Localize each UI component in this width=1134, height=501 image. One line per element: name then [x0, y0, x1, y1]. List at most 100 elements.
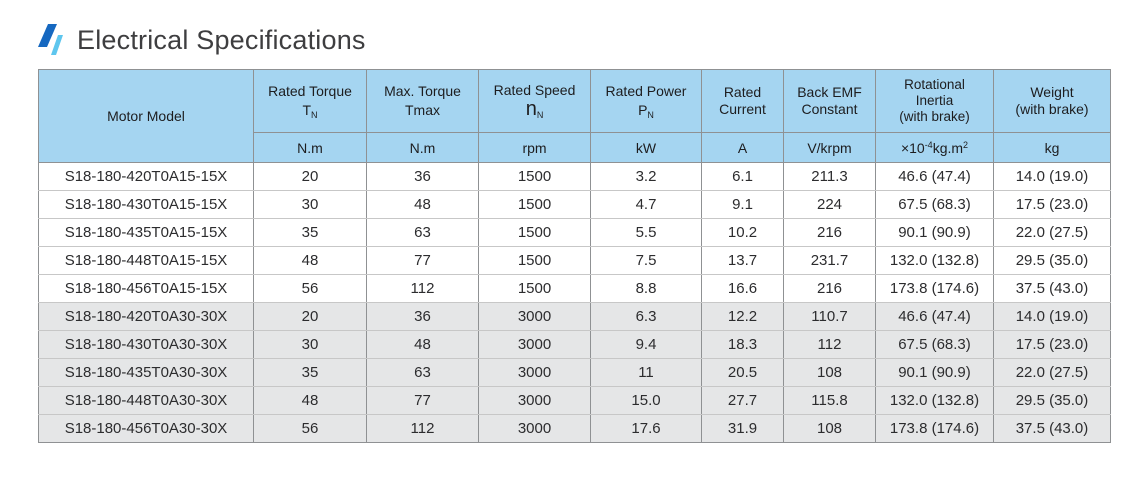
value-cell: 36 [366, 162, 479, 191]
value-cell: 31.9 [701, 414, 784, 443]
unit-tail: kg.m [932, 139, 964, 156]
spec-row: S18-180-456T0A15-15X 56 112 1500 8.8 16.… [38, 274, 1111, 303]
header-label-line: Weight [1030, 84, 1074, 100]
header-label-line: Constant [801, 101, 858, 117]
header-label-line: Rated Speed [493, 82, 576, 98]
rated-power-symbol: PN [594, 101, 698, 120]
motor-model-cell: S18-180-435T0A15-15X [38, 218, 254, 247]
value-cell: 132.0 (132.8) [875, 246, 994, 275]
spec-row: S18-180-448T0A15-15X 48 77 1500 7.5 13.7… [38, 246, 1111, 275]
table-body: S18-180-420T0A15-15X 20 36 1500 3.2 6.1 … [38, 162, 1111, 443]
value-cell: 4.7 [590, 190, 702, 219]
motor-model-cell: S18-180-448T0A30-30X [38, 386, 254, 415]
value-cell: 211.3 [783, 162, 876, 191]
unit-base: ×10 [900, 139, 925, 156]
rated-speed-symbol: nN [482, 99, 587, 120]
spec-row: S18-180-448T0A30-30X 48 77 3000 15.0 27.… [38, 386, 1111, 415]
symbol-subscript: N [311, 109, 318, 120]
value-cell: 77 [366, 246, 479, 275]
value-cell: 27.7 [701, 386, 784, 415]
column-unit-rotational-inertia: ×10-4kg.m2 [875, 132, 994, 163]
column-header-max-torque: Max. Torque Tmax [366, 69, 479, 133]
column-header-rated-torque: Rated Torque TN [253, 69, 367, 133]
value-cell: 112 [366, 414, 479, 443]
value-cell: 63 [366, 218, 479, 247]
value-cell: 6.1 [701, 162, 784, 191]
value-cell: 115.8 [783, 386, 876, 415]
motor-model-cell: S18-180-448T0A15-15X [38, 246, 254, 275]
table-header: Motor Model Rated Torque TN Max. Torque … [38, 69, 1111, 163]
column-unit-rated-current: A [701, 132, 784, 163]
header-label-line: Inertia [915, 93, 954, 108]
value-cell: 12.2 [701, 302, 784, 331]
column-header-motor-model: Motor Model [38, 69, 254, 163]
spec-row: S18-180-420T0A30-30X 20 36 3000 6.3 12.2… [38, 302, 1111, 331]
value-cell: 37.5 (43.0) [993, 274, 1111, 303]
value-cell: 3000 [478, 386, 591, 415]
section-header: Electrical Specifications [38, 22, 1134, 58]
unit-exponent: 2 [963, 139, 969, 150]
value-cell: 8.8 [590, 274, 702, 303]
value-cell: 3000 [478, 302, 591, 331]
motor-model-cell: S18-180-420T0A30-30X [38, 302, 254, 331]
motor-model-cell: S18-180-456T0A30-30X [38, 414, 254, 443]
page-title: Electrical Specifications [77, 24, 366, 55]
symbol-subscript: N [647, 109, 654, 120]
motor-model-cell: S18-180-430T0A30-30X [38, 330, 254, 359]
electrical-specifications-table: Motor Model Rated Torque TN Max. Torque … [38, 69, 1111, 443]
value-cell: 7.5 [590, 246, 702, 275]
value-cell: 17.5 (23.0) [993, 330, 1111, 359]
value-cell: 22.0 (27.5) [993, 358, 1111, 387]
value-cell: 67.5 (68.3) [875, 330, 994, 359]
value-cell: 30 [253, 330, 367, 359]
value-cell: 173.8 (174.6) [875, 414, 994, 443]
header-row-units: N.m N.m rpm kW A V/krpm ×10-4kg.m2 kg [39, 132, 1111, 163]
value-cell: 56 [253, 274, 367, 303]
value-cell: 1500 [478, 218, 591, 247]
value-cell: 3000 [478, 330, 591, 359]
value-cell: 37.5 (43.0) [993, 414, 1111, 443]
column-header-rated-power: Rated Power PN [590, 69, 702, 133]
header-label-line: Rated [723, 84, 762, 100]
value-cell: 112 [783, 330, 876, 359]
value-cell: 29.5 (35.0) [993, 386, 1111, 415]
value-cell: 11 [590, 358, 702, 387]
column-unit-max-torque: N.m [366, 132, 479, 163]
column-header-rated-speed: Rated Speed nN [478, 69, 591, 133]
header-label-line: (with brake) [1015, 101, 1089, 117]
unit-exponent: -4 [924, 139, 933, 150]
value-cell: 90.1 (90.9) [875, 358, 994, 387]
lightning-double-bar-icon [38, 24, 64, 56]
value-cell: 48 [366, 330, 479, 359]
value-cell: 20 [253, 302, 367, 331]
icon-light-bar [51, 35, 63, 55]
header-row-labels: Motor Model Rated Torque TN Max. Torque … [38, 69, 1111, 163]
column-header-weight: Weight (with brake) [993, 69, 1111, 133]
value-cell: 216 [783, 218, 876, 247]
value-cell: 16.6 [701, 274, 784, 303]
column-header-rotational-inertia: Rotational Inertia (with brake) [875, 69, 994, 133]
value-cell: 3000 [478, 414, 591, 443]
header-label-line: Rated Torque [268, 82, 352, 99]
symbol-letter: P [638, 101, 648, 118]
value-cell: 1500 [478, 162, 591, 191]
value-cell: 216 [783, 274, 876, 303]
spec-row: S18-180-435T0A30-30X 35 63 3000 11 20.5 … [38, 358, 1111, 387]
value-cell: 14.0 (19.0) [993, 162, 1111, 191]
value-cell: 35 [253, 218, 367, 247]
header-label-line: (with brake) [899, 109, 970, 124]
value-cell: 13.7 [701, 246, 784, 275]
column-unit-rated-speed: rpm [478, 132, 591, 163]
value-cell: 10.2 [701, 218, 784, 247]
value-cell: 48 [366, 190, 479, 219]
column-header-rated-current: Rated Current [701, 69, 784, 133]
value-cell: 173.8 (174.6) [875, 274, 994, 303]
value-cell: 110.7 [783, 302, 876, 331]
value-cell: 108 [783, 358, 876, 387]
icon-dark-bar [38, 24, 57, 47]
spec-row: S18-180-435T0A15-15X 35 63 1500 5.5 10.2… [38, 218, 1111, 247]
value-cell: 108 [783, 414, 876, 443]
value-cell: 63 [366, 358, 479, 387]
value-cell: 1500 [478, 246, 591, 275]
